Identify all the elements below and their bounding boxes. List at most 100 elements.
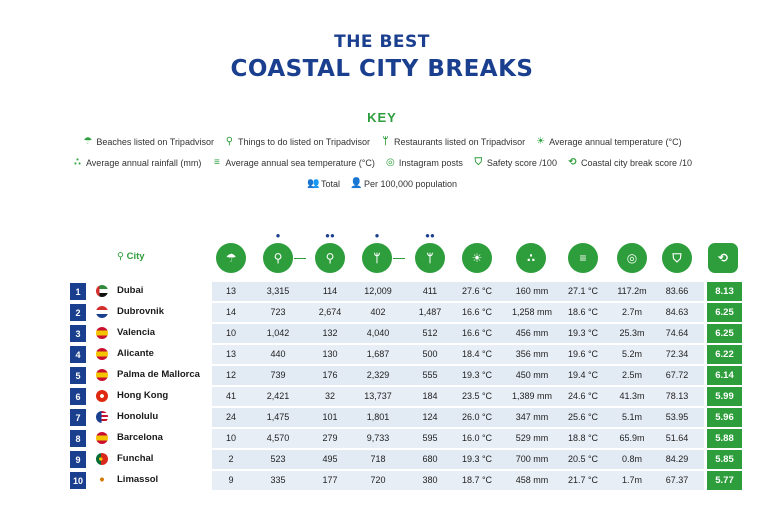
cell-beaches: 12 — [225, 370, 236, 380]
bicycle-icon: ⚲ — [315, 243, 345, 273]
cell-beaches: 9 — [228, 475, 234, 485]
cell-temp: 23.5 °C — [461, 391, 493, 401]
cell-things-total: 739 — [270, 370, 286, 380]
row-band — [212, 450, 704, 469]
flag-spain-icon — [96, 327, 108, 339]
cell-things-total: 523 — [270, 454, 286, 464]
cell-things-per: 177 — [322, 475, 338, 485]
cell-rest-per: 411 — [422, 286, 438, 296]
cell-sea: 21.7 °C — [567, 475, 599, 485]
waves-icon: ≡ — [568, 243, 598, 273]
key-heading: KEY — [367, 110, 397, 125]
cell-temp: 27.6 °C — [461, 286, 493, 296]
cell-rain: 160 mm — [515, 286, 549, 296]
location-pin-icon: ⚲ — [117, 251, 124, 262]
cell-things-total: 335 — [270, 475, 286, 485]
table-row: 1 Dubai 13 3,315 114 12,009 411 27.6 °C 160 mm 27… — [70, 281, 742, 302]
refresh-icon: ⟲ — [568, 157, 577, 168]
score-badge: 6.14 — [707, 366, 742, 385]
cell-rain: 456 mm — [515, 328, 549, 338]
key-item-beaches: ☂ Beaches listed on Tripadvisor — [83, 136, 214, 147]
row-band — [212, 345, 704, 364]
row-band — [212, 366, 704, 385]
key-item-total: 👥 Total — [306, 178, 340, 189]
flag-croatia-icon — [96, 306, 108, 318]
cell-rest-per: 512 — [422, 328, 438, 338]
ranking-table: 1 Dubai 13 3,315 114 12,009 411 27.6 °C 160 mm 27… — [70, 281, 742, 491]
cell-safety: 51.64 — [665, 433, 689, 443]
table-row: 10 Limassol 9 335 177 720 380 18.7 °C 458 mm 21.7… — [70, 470, 742, 491]
rain-drops-icon: ∴ — [516, 243, 546, 273]
cell-rest-per: 124 — [422, 412, 438, 422]
waves-icon: ≡ — [213, 157, 220, 168]
row-band — [212, 429, 704, 448]
group-icon: ●● — [425, 231, 435, 240]
cell-temp: 18.4 °C — [461, 349, 493, 359]
beach-umbrella-icon: ☂ — [83, 136, 93, 147]
flag-spain-icon — [96, 348, 108, 360]
cell-rest-per: 1,487 — [418, 307, 442, 317]
cell-sea: 27.1 °C — [567, 286, 599, 296]
row-band — [212, 282, 704, 301]
key-row-2: ∴ Average annual rainfall (mm) ≡ Average a… — [0, 157, 764, 168]
key-item-temperature: ☀ Average annual temperature (°C) — [536, 136, 682, 147]
cell-things-total: 3,315 — [266, 286, 290, 296]
city-name: Funchal — [117, 453, 154, 464]
cell-safety: 84.29 — [665, 454, 689, 464]
table-row: 2 Dubrovnik 14 723 2,674 402 1,487 16.6 °C 1,258… — [70, 302, 742, 323]
city-name: Honolulu — [117, 411, 159, 422]
flag-uae-icon — [96, 285, 108, 297]
table-row: 5 Palma de Mallorca 12 739 176 2,329 555 19.3 °… — [70, 365, 742, 386]
key-item-things: ⚲ Things to do listed on Tripadvisor — [225, 136, 371, 147]
cell-beaches: 13 — [225, 349, 236, 359]
flag-spain-icon — [96, 432, 108, 444]
cell-insta: 2.7m — [621, 307, 642, 317]
rank-badge: 4 — [70, 346, 86, 363]
shield-icon: ⛉ — [474, 157, 483, 168]
person-icon: ● — [275, 231, 281, 240]
cell-temp: 26.0 °C — [461, 412, 493, 422]
city-name: Valencia — [117, 327, 156, 338]
cell-beaches: 24 — [225, 412, 236, 422]
cell-things-per: 114 — [322, 286, 338, 296]
thermometer-sun-icon: ☀ — [462, 243, 492, 273]
header-connector — [294, 258, 306, 259]
flag-portugal-icon — [96, 453, 108, 465]
cell-insta: 25.3m — [619, 328, 645, 338]
city-name: Barcelona — [117, 432, 163, 443]
table-row: 9 Funchal 2 523 495 718 680 19.3 °C 700 mm 20.5 °… — [70, 449, 742, 470]
cell-beaches: 41 — [225, 391, 236, 401]
row-band — [212, 408, 704, 427]
shield-icon: ⛉ — [662, 243, 692, 273]
cell-temp: 16.6 °C — [461, 328, 493, 338]
table-row: 4 Alicante 13 440 130 1,687 500 18.4 °C 356 mm 19… — [70, 344, 742, 365]
cell-rest-total: 13,737 — [364, 391, 392, 401]
flag-usa-icon — [96, 411, 108, 423]
score-badge: 6.25 — [707, 303, 742, 322]
cell-insta: 2.5m — [621, 370, 642, 380]
cell-things-total: 1,475 — [266, 412, 290, 422]
flag-cyprus-icon — [96, 474, 108, 486]
cell-temp: 16.6 °C — [461, 307, 493, 317]
cell-beaches: 10 — [225, 328, 236, 338]
city-name: Dubai — [117, 285, 144, 296]
city-column-header: ⚲ City — [117, 251, 145, 262]
cell-rest-total: 1,801 — [366, 412, 390, 422]
group-icon: ●● — [325, 231, 335, 240]
cell-rain: 529 mm — [515, 433, 549, 443]
header-connector — [393, 258, 405, 259]
rank-badge: 2 — [70, 304, 86, 321]
table-row: 8 Barcelona 10 4,570 279 9,733 595 16.0 °C 529 m… — [70, 428, 742, 449]
cell-rest-per: 680 — [422, 454, 438, 464]
key-item-safety: ⛉ Safety score /100 — [474, 157, 557, 168]
cell-things-total: 723 — [270, 307, 286, 317]
rank-badge: 5 — [70, 367, 86, 384]
cell-things-per: 101 — [322, 412, 338, 422]
rain-drops-icon: ∴ — [73, 157, 81, 168]
fork-knife-icon: ᛘ — [382, 136, 389, 147]
cell-insta: 41.3m — [619, 391, 645, 401]
flag-spain-icon — [96, 369, 108, 381]
score-badge: 5.88 — [707, 429, 742, 448]
rank-badge: 9 — [70, 451, 86, 468]
score-badge: 5.99 — [707, 387, 742, 406]
